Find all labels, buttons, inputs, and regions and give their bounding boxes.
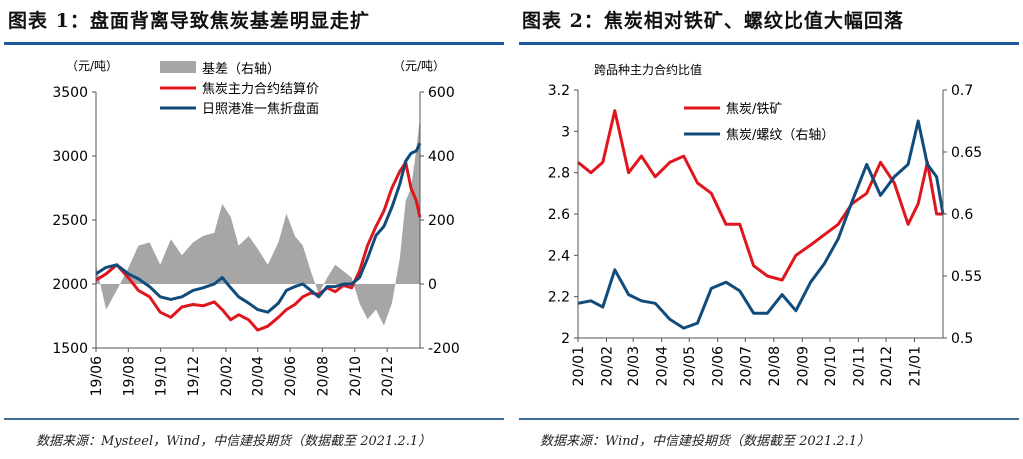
y-tick-label-left: 3500 xyxy=(52,85,88,101)
x-tick-label: 20/10 xyxy=(348,356,364,396)
legend-label: 焦炭/铁矿 xyxy=(726,102,782,117)
series-line-2 xyxy=(95,142,422,314)
legend-label: 基差（右轴） xyxy=(202,62,280,77)
legend-swatch-area xyxy=(160,61,196,73)
x-tick-label: 19/06 xyxy=(89,356,105,396)
legend-label: 日照港准一焦折盘面 xyxy=(202,101,319,117)
y-tick-label-right: 200 xyxy=(428,213,455,229)
y-tick-label-left: 2000 xyxy=(52,277,88,293)
x-tick-label: 20/10 xyxy=(823,346,839,386)
y-tick-label-right: -200 xyxy=(428,341,460,357)
left-chart: （元/吨） （元/吨） 1500 2000 2500 3000 3500 -200 0 200… xyxy=(52,59,459,396)
series-line-1 xyxy=(577,119,945,330)
x-tick-label: 20/08 xyxy=(767,346,783,386)
series-line-1 xyxy=(95,160,422,332)
right-chart-axes: 2 2.2 2.4 2.6 2.8 3 3.2 0.5 0.55 0.6 0.65 0.7 20/01 2… xyxy=(548,83,982,386)
ratio-lines-layer xyxy=(577,109,945,330)
left-bottom-rule xyxy=(4,418,504,420)
x-tick-label: 20/08 xyxy=(315,356,331,396)
x-tick-label: 20/02 xyxy=(219,356,235,396)
y-tick-label-left: 3.2 xyxy=(548,83,570,99)
x-tick-label: 19/08 xyxy=(121,356,137,396)
y-tick-label-left: 2.8 xyxy=(548,166,570,182)
right-chart-title: 图表 2：焦炭相对铁矿、螺纹比值大幅回落 xyxy=(522,10,904,32)
x-tick-label: 20/05 xyxy=(682,346,698,386)
y-tick-label-left: 2 xyxy=(561,331,570,347)
y-tick-label-right: 0.65 xyxy=(951,145,982,161)
y-tick-label-left: 3000 xyxy=(52,149,88,165)
x-tick-label: 20/06 xyxy=(283,356,299,396)
series-line-0 xyxy=(577,109,943,282)
left-source-note: 数据来源：Mysteel，Wind，中信建投期货（数据截至 2021.2.1） xyxy=(36,434,432,449)
y-tick-label-right: 0 xyxy=(428,277,437,293)
y-tick-label-right: 0.55 xyxy=(951,269,982,285)
y-tick-label-left: 2500 xyxy=(52,213,88,229)
x-tick-label: 20/12 xyxy=(879,346,895,386)
x-tick-label: 20/12 xyxy=(380,356,396,396)
x-tick-label: 20/07 xyxy=(738,346,754,386)
right-title-rule xyxy=(519,42,1019,45)
right-bottom-rule xyxy=(519,418,1019,420)
y-tick-label-right: 600 xyxy=(428,85,455,101)
right-chart-subtitle: 跨品种主力合约比值 xyxy=(594,62,702,77)
right-source-note: 数据来源：Wind，中信建投期货（数据截至 2021.2.1） xyxy=(540,434,871,449)
right-axis-unit: （元/吨） xyxy=(393,59,445,73)
left-title-rule xyxy=(4,42,504,45)
x-tick-label: 19/10 xyxy=(154,356,170,396)
x-tick-label: 20/06 xyxy=(711,346,727,386)
x-tick-label: 20/02 xyxy=(600,346,616,386)
x-tick-label: 20/04 xyxy=(251,356,267,396)
legend-label: 焦炭/螺纹（右轴） xyxy=(726,128,834,143)
y-tick-label-left: 3 xyxy=(561,124,570,140)
x-tick-label: 20/04 xyxy=(655,346,671,386)
y-tick-label-left: 1500 xyxy=(52,341,88,357)
x-tick-label: 20/03 xyxy=(626,346,642,386)
y-tick-label-right: 0.5 xyxy=(951,331,973,347)
y-tick-label-left: 2.6 xyxy=(548,207,570,223)
x-tick-label: 20/01 xyxy=(571,346,587,386)
legend-label: 焦炭主力合约结算价 xyxy=(202,82,319,97)
y-tick-label-left: 2.2 xyxy=(548,290,570,306)
y-tick-label-left: 2.4 xyxy=(548,248,570,264)
left-chart-title: 图表 1：盘面背离导致焦炭基差明显走扩 xyxy=(8,10,370,32)
x-tick-label: 20/11 xyxy=(851,346,867,386)
x-tick-label: 19/12 xyxy=(186,356,202,396)
right-chart: 跨品种主力合约比值 2 2.2 2.4 2.6 2.8 3 3.2 0.5 0.55 0.6 0.6… xyxy=(548,62,982,386)
price-lines-layer xyxy=(95,142,422,332)
y-tick-label-right: 0.7 xyxy=(951,83,973,99)
x-tick-label: 20/09 xyxy=(795,346,811,386)
x-tick-label: 21/01 xyxy=(907,346,923,386)
series-area-basis xyxy=(96,117,420,326)
y-tick-label-right: 0.6 xyxy=(951,207,973,223)
left-chart-axes: 1500 2000 2500 3000 3500 -200 0 200 400 600 19/06 1… xyxy=(52,85,459,396)
left-axis-unit: （元/吨） xyxy=(66,59,118,73)
y-tick-label-right: 400 xyxy=(428,149,455,165)
basis-area-layer xyxy=(96,117,420,326)
